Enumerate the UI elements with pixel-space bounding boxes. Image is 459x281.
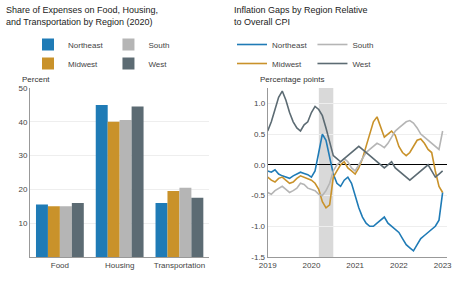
svg-text:1.0: 1.0 (254, 99, 266, 108)
svg-text:2021: 2021 (346, 261, 364, 270)
svg-text:South: South (148, 41, 169, 50)
svg-text:Share of Expenses on Food, Hou: Share of Expenses on Food, Housing,and T… (6, 5, 158, 27)
svg-text:South: South (352, 41, 373, 50)
svg-text:West: West (352, 60, 371, 69)
svg-text:Northeast: Northeast (272, 41, 307, 50)
svg-text:Midwest: Midwest (272, 60, 302, 69)
svg-text:50: 50 (18, 84, 27, 93)
svg-text:Midwest: Midwest (68, 60, 98, 69)
svg-text:-1.5: -1.5 (251, 253, 265, 262)
svg-text:20: 20 (18, 185, 27, 194)
svg-text:2020: 2020 (303, 261, 321, 270)
svg-text:40: 40 (18, 118, 27, 127)
svg-text:Percent: Percent (22, 75, 50, 84)
svg-text:Transportation: Transportation (154, 261, 205, 270)
svg-text:0.0: 0.0 (254, 161, 266, 170)
svg-text:2023: 2023 (434, 261, 452, 270)
svg-text:Food: Food (51, 261, 69, 270)
svg-text:10: 10 (18, 219, 27, 228)
svg-text:2022: 2022 (390, 261, 408, 270)
svg-text:0.5: 0.5 (254, 130, 266, 139)
svg-text:Percentage points: Percentage points (260, 75, 325, 84)
svg-text:Housing: Housing (105, 261, 134, 270)
svg-text:West: West (148, 60, 167, 69)
svg-text:-1.0: -1.0 (251, 222, 265, 231)
svg-text:Inflation Gaps by Region Relat: Inflation Gaps by Region Relativeto Over… (234, 5, 368, 27)
svg-text:-0.5: -0.5 (251, 191, 265, 200)
svg-text:30: 30 (18, 151, 27, 160)
svg-text:2019: 2019 (259, 261, 277, 270)
svg-text:Northeast: Northeast (68, 41, 103, 50)
